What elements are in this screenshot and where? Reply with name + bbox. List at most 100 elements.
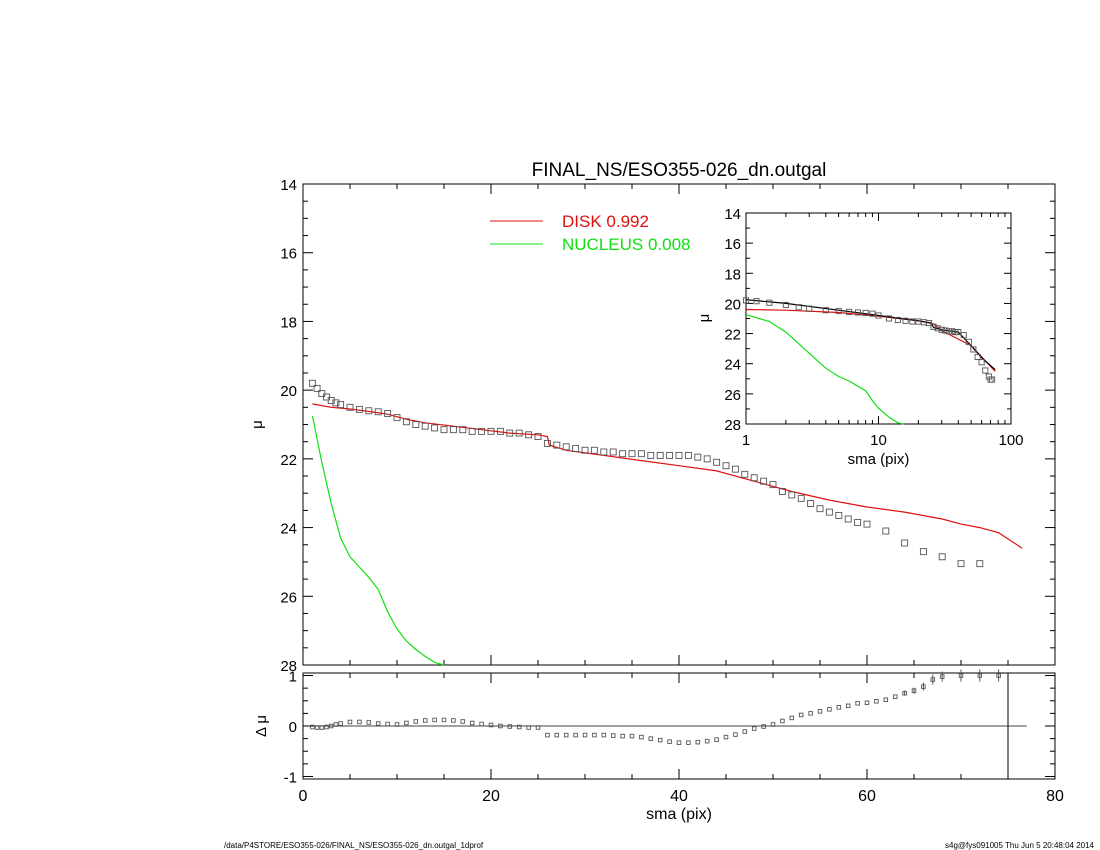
inset-x-axis-label: sma (pix) — [848, 451, 910, 468]
residual-point — [648, 736, 654, 741]
residual-point — [770, 722, 776, 727]
residual-point — [657, 737, 663, 743]
main-series-2 — [308, 379, 984, 568]
inset-x-tick-label: 100 — [998, 432, 1023, 449]
residual-point — [441, 717, 447, 723]
residual-point — [733, 732, 738, 737]
main-point — [741, 470, 749, 478]
inset-point — [782, 301, 789, 308]
residual-point — [535, 725, 541, 730]
x-axis-label: sma (pix) — [646, 806, 712, 823]
residual-point — [723, 734, 729, 740]
residual-point — [385, 721, 390, 727]
main-point — [572, 445, 580, 452]
legend-label-1: NUCLEUS 0.008 — [562, 235, 691, 254]
main-point — [703, 455, 711, 463]
main-y-tick-label: 16 — [280, 246, 297, 263]
residual-point — [742, 729, 748, 734]
main-point — [731, 465, 739, 473]
inset-point — [989, 376, 996, 383]
main-point — [769, 481, 777, 489]
residual-point — [469, 720, 475, 726]
residual-point — [845, 703, 851, 709]
main-point — [628, 450, 636, 458]
inset-point — [766, 299, 773, 306]
residual-point — [573, 732, 578, 738]
residual-point — [319, 725, 325, 730]
residual-point — [977, 673, 983, 678]
residual-point — [996, 673, 1001, 678]
residual-point — [601, 732, 607, 738]
inset-y-tick-label: 20 — [724, 296, 741, 313]
inset-point — [862, 309, 869, 316]
residual-y-axis-label: Δ μ — [253, 715, 270, 737]
main-y-tick-label: 20 — [280, 383, 297, 400]
residual-x-tick-label: 20 — [482, 788, 500, 805]
residual-point — [686, 740, 691, 745]
residual-point — [676, 740, 682, 745]
inset-point — [960, 332, 967, 339]
inset-point — [978, 359, 985, 366]
main-point — [619, 450, 627, 458]
footer-stamp: s4g@fys091005 Thu Jun 5 20:48:04 2014 — [945, 841, 1094, 850]
inset-point — [934, 325, 941, 332]
inset-point — [875, 312, 882, 319]
main-point — [431, 424, 439, 432]
main-point — [919, 548, 927, 556]
residual-point — [347, 719, 353, 725]
inset-x-tick-label: 10 — [870, 432, 887, 449]
residual-y-tick-label: 1 — [289, 669, 297, 686]
main-point — [750, 474, 758, 482]
main-point — [938, 553, 946, 561]
main-point — [957, 560, 965, 568]
residual-point — [930, 677, 936, 682]
main-point — [807, 500, 815, 507]
residual-y-tick-label: -1 — [284, 769, 297, 786]
residual-point — [629, 733, 635, 739]
inset-point — [909, 318, 916, 325]
inset-x-tick-label: 1 — [742, 432, 750, 449]
inset-line-1 — [745, 314, 904, 425]
residual-point — [554, 732, 560, 738]
residual-point — [375, 721, 381, 726]
inset-y-axis-label: μ — [696, 314, 713, 323]
main-point — [402, 418, 410, 426]
main-point — [675, 451, 683, 459]
inset-point — [822, 307, 829, 314]
inset-point — [902, 317, 909, 324]
inset-y-tick-label: 28 — [724, 417, 741, 434]
main-point — [313, 384, 321, 392]
residual-point — [855, 701, 860, 706]
residual-x-tick-label: 60 — [858, 788, 876, 805]
residual-point — [507, 724, 513, 729]
residual-x-tick-label: 40 — [670, 788, 688, 805]
main-point — [365, 407, 373, 415]
main-point — [327, 397, 335, 404]
main-y-axis-label: μ — [249, 420, 266, 429]
main-point — [449, 426, 457, 434]
main-point — [355, 405, 363, 413]
main-point — [487, 427, 495, 435]
residual-point — [460, 719, 466, 724]
residual-point — [526, 725, 531, 730]
inset-series-3 — [742, 297, 996, 383]
main-point — [478, 427, 486, 435]
inset-point — [965, 338, 972, 345]
inset-series-2 — [745, 299, 996, 371]
main-point — [553, 441, 561, 449]
residual-point — [864, 700, 870, 706]
residual-point — [324, 724, 329, 730]
main-point — [844, 515, 852, 523]
inset-y-tick-label: 14 — [724, 206, 741, 223]
residual-point — [516, 724, 522, 730]
main-point — [760, 477, 768, 485]
main-point — [854, 518, 862, 526]
residual-point — [704, 738, 710, 744]
main-point — [637, 450, 645, 458]
main-y-tick-label: 18 — [280, 314, 297, 331]
main-point — [421, 422, 429, 430]
residual-point — [939, 674, 945, 679]
inset-point — [753, 298, 760, 305]
main-point — [515, 429, 523, 437]
